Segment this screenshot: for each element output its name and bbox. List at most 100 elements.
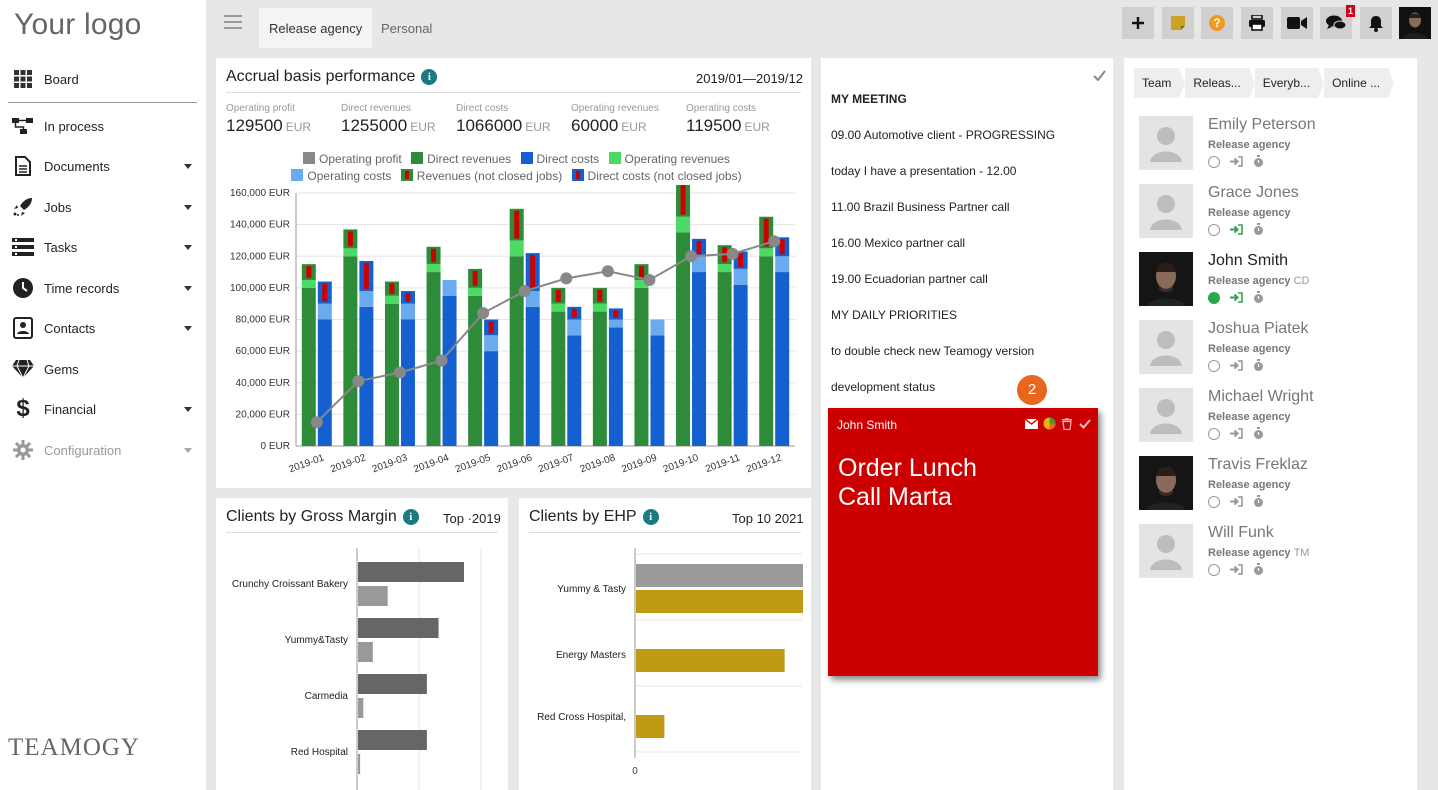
hamburger-menu-icon[interactable] [224, 15, 242, 33]
check-in-icon[interactable] [1230, 156, 1243, 167]
offline-circle-icon [1208, 495, 1220, 508]
bar [636, 564, 803, 587]
bar-segment [359, 291, 374, 307]
note-line: Call Marta [838, 483, 952, 511]
online-dot-icon [1208, 291, 1220, 304]
check-in-icon[interactable] [1230, 224, 1243, 235]
check-in-icon[interactable] [1230, 428, 1243, 439]
offline-circle-icon [1208, 155, 1220, 168]
sidebar-item-contacts[interactable]: Contacts [8, 308, 198, 348]
bar-segment [634, 279, 649, 288]
tab-release-agency[interactable]: Release agency [259, 8, 373, 48]
mail-icon[interactable] [1025, 419, 1038, 429]
gross-margin-range[interactable]: Top ·2019 [443, 511, 501, 526]
notifications-button[interactable] [1360, 7, 1392, 39]
sidebar-item-financial[interactable]: $ Financial [8, 389, 198, 429]
crumb-agency[interactable]: Releas... [1185, 68, 1256, 98]
stopwatch-icon[interactable] [1253, 427, 1264, 440]
stopwatch-icon[interactable] [1253, 495, 1264, 508]
sidebar-item-gems[interactable]: Gems [8, 349, 198, 389]
app-logo[interactable]: Your logo [14, 8, 142, 41]
check-in-icon[interactable] [1230, 564, 1243, 575]
panel-divider [529, 532, 801, 533]
bar-segment [359, 306, 374, 446]
sidebar-item-in-process[interactable]: In process [8, 106, 198, 146]
legend-item[interactable]: Operating profit [297, 152, 402, 166]
member-status [1208, 359, 1264, 372]
x-tick-label: 0 [632, 766, 638, 777]
legend-item[interactable]: Revenues (not closed jobs) [395, 169, 562, 183]
check-icon[interactable] [1093, 70, 1106, 81]
x-tick-label: 2019-03 [371, 452, 410, 475]
accrual-range[interactable]: 2019/01—2019/12 [696, 71, 803, 86]
note-count-badge[interactable]: 2 [1017, 375, 1047, 405]
chevron-down-icon [184, 447, 192, 453]
check-in-icon[interactable] [1230, 360, 1243, 371]
team-member[interactable]: Travis Freklaz Release agency [1139, 456, 1409, 512]
sidebar-item-documents[interactable]: Documents [8, 146, 198, 186]
team-member[interactable]: John Smith Release agency CD [1139, 252, 1409, 308]
team-member[interactable]: Michael Wright Release agency [1139, 388, 1409, 444]
color-picker-icon[interactable] [1043, 417, 1056, 430]
crumb-online[interactable]: Online ... [1324, 68, 1395, 98]
x-tick-label: 2019-06 [495, 452, 534, 475]
stopwatch-icon[interactable] [1253, 359, 1264, 372]
bar-not-closed-marker [530, 255, 536, 290]
operating-profit-point [560, 272, 573, 285]
clock-icon [10, 277, 36, 299]
legend-item[interactable]: Direct revenues [405, 152, 511, 166]
info-icon[interactable]: i [642, 509, 659, 525]
sticky-note[interactable]: John Smith Order Lunch Call Marta [828, 408, 1098, 676]
stopwatch-icon[interactable] [1253, 291, 1264, 304]
check-in-icon[interactable] [1230, 292, 1243, 303]
panel-divider [226, 92, 801, 93]
legend-item[interactable]: Direct costs [515, 152, 599, 166]
check-in-icon[interactable] [1230, 496, 1243, 507]
sidebar-item-configuration[interactable]: Configuration [8, 430, 198, 470]
bar-segment [650, 319, 665, 336]
help-button[interactable]: ? [1201, 7, 1233, 39]
team-member[interactable]: Will Funk Release agency TM [1139, 524, 1409, 580]
y-tick-label: 120,000 EUR [230, 251, 290, 262]
print-button[interactable] [1241, 7, 1273, 39]
avatar [1139, 388, 1193, 442]
stopwatch-icon[interactable] [1253, 223, 1264, 236]
check-icon[interactable] [1079, 419, 1091, 429]
crumb-everybody[interactable]: Everyb... [1254, 68, 1325, 98]
stopwatch-icon[interactable] [1253, 563, 1264, 576]
sidebar-item-label: Contacts [44, 320, 96, 336]
stopwatch-icon[interactable] [1253, 155, 1264, 168]
add-button[interactable] [1122, 7, 1154, 39]
meeting-heading: MY MEETING [831, 92, 907, 106]
agency-name: Release agency [1208, 139, 1291, 151]
legend-item[interactable]: Operating costs [285, 169, 391, 183]
team-member[interactable]: Emily Peterson Release agency [1139, 116, 1409, 172]
sidebar-item-tasks[interactable]: Tasks [8, 227, 198, 267]
avatar [1139, 456, 1193, 510]
sidebar [0, 0, 206, 790]
video-button[interactable] [1281, 7, 1313, 39]
chat-button[interactable]: 1 [1320, 5, 1355, 39]
legend-swatch [400, 169, 413, 181]
bar-segment [426, 272, 441, 446]
sticky-note-button[interactable] [1162, 7, 1194, 39]
crumb-team[interactable]: Team [1134, 68, 1186, 98]
team-member[interactable]: Grace Jones Release agency [1139, 184, 1409, 240]
document-icon [10, 156, 36, 176]
sidebar-item-time-records[interactable]: Time records [8, 268, 198, 308]
bar-segment [484, 351, 499, 446]
info-icon[interactable]: i [402, 509, 419, 525]
category-label: Red Cross Hospital, [537, 712, 626, 723]
legend-item[interactable]: Operating revenues [603, 152, 730, 166]
trash-icon[interactable] [1062, 418, 1072, 430]
info-icon[interactable]: i [421, 69, 438, 85]
user-avatar[interactable] [1399, 7, 1431, 39]
sidebar-item-board[interactable]: Board [8, 59, 198, 99]
note-line: Order Lunch [838, 454, 977, 482]
bar-not-closed-marker [555, 289, 561, 302]
sidebar-item-jobs[interactable]: Jobs [8, 187, 198, 227]
tab-personal[interactable]: Personal [381, 20, 433, 36]
team-member[interactable]: Joshua Piatek Release agency [1139, 320, 1409, 376]
ehp-range[interactable]: Top 10 2021 [732, 511, 804, 526]
legend-item[interactable]: Direct costs (not closed jobs) [566, 169, 742, 183]
